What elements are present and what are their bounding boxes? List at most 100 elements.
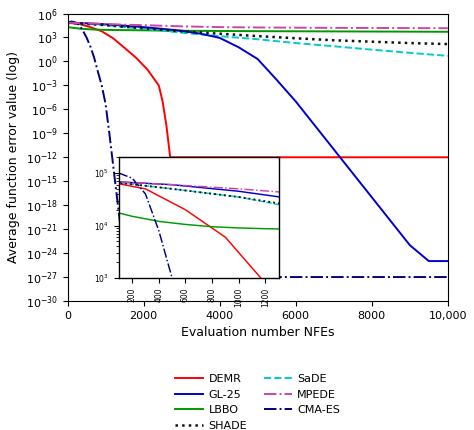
SHADE: [217, 31, 222, 36]
SHADE: [331, 38, 337, 43]
X-axis label: Evaluation number NFEs: Evaluation number NFEs: [181, 326, 335, 339]
DEMR: [369, 155, 374, 160]
SaDE: [407, 50, 413, 55]
LBBO: [64, 25, 70, 30]
DEMR: [160, 99, 165, 104]
SaDE: [255, 37, 261, 42]
DEMR: [110, 36, 116, 41]
MPEDE: [122, 22, 128, 27]
Line: SaDE: SaDE: [67, 23, 448, 56]
GL-25: [407, 243, 413, 248]
DEMR: [167, 155, 173, 160]
GL-25: [179, 28, 184, 34]
LBBO: [255, 28, 261, 34]
MPEDE: [255, 25, 261, 30]
CMA-ES: [107, 131, 112, 136]
Line: CMA-ES: CMA-ES: [67, 22, 448, 277]
LBBO: [80, 26, 86, 31]
GL-25: [217, 35, 222, 40]
MPEDE: [141, 23, 146, 28]
GL-25: [255, 56, 261, 61]
MPEDE: [331, 25, 337, 31]
CMA-ES: [91, 55, 97, 60]
SaDE: [84, 22, 90, 27]
LBBO: [445, 29, 451, 34]
MPEDE: [217, 25, 222, 30]
DEMR: [76, 22, 82, 27]
SaDE: [293, 40, 299, 46]
SaDE: [217, 34, 222, 39]
DEMR: [179, 155, 184, 160]
GL-25: [160, 26, 165, 31]
LBBO: [133, 28, 139, 33]
CMA-ES: [445, 274, 451, 280]
DEMR: [133, 55, 139, 60]
DEMR: [407, 155, 413, 160]
LBBO: [141, 28, 146, 33]
Line: LBBO: LBBO: [67, 27, 448, 32]
CMA-ES: [68, 19, 74, 24]
DEMR: [156, 83, 162, 88]
GL-25: [122, 23, 128, 28]
SHADE: [122, 24, 128, 29]
CMA-ES: [72, 20, 78, 25]
SHADE: [445, 42, 451, 47]
LBBO: [369, 29, 374, 34]
MPEDE: [407, 25, 413, 31]
MPEDE: [369, 25, 374, 31]
LBBO: [118, 28, 124, 33]
LBBO: [217, 28, 222, 34]
MPEDE: [179, 24, 184, 29]
CMA-ES: [255, 274, 261, 280]
LBBO: [293, 29, 299, 34]
DEMR: [255, 155, 261, 160]
LBBO: [88, 27, 93, 32]
GL-25: [445, 258, 451, 264]
CMA-ES: [103, 101, 109, 106]
GL-25: [426, 258, 432, 264]
DEMR: [164, 123, 169, 128]
GL-25: [64, 20, 70, 25]
Line: MPEDE: MPEDE: [67, 23, 448, 28]
GL-25: [388, 218, 393, 224]
SHADE: [369, 39, 374, 44]
SaDE: [141, 26, 146, 31]
CMA-ES: [179, 274, 184, 280]
CMA-ES: [76, 22, 82, 27]
CMA-ES: [293, 274, 299, 280]
CMA-ES: [122, 258, 128, 264]
CMA-ES: [160, 274, 165, 280]
LBBO: [407, 29, 413, 34]
CMA-ES: [129, 274, 135, 280]
CMA-ES: [126, 274, 131, 280]
CMA-ES: [95, 69, 101, 74]
Line: DEMR: DEMR: [67, 23, 448, 157]
SaDE: [179, 30, 184, 35]
DEMR: [331, 155, 337, 160]
SaDE: [331, 44, 337, 49]
SHADE: [293, 36, 299, 41]
DEMR: [122, 45, 128, 50]
CMA-ES: [407, 274, 413, 280]
SHADE: [407, 40, 413, 46]
MPEDE: [445, 26, 451, 31]
CMA-ES: [331, 274, 337, 280]
CMA-ES: [84, 35, 90, 40]
CMA-ES: [88, 44, 93, 49]
SaDE: [445, 53, 451, 58]
LBBO: [110, 28, 116, 33]
CMA-ES: [217, 274, 222, 280]
DEMR: [171, 155, 177, 160]
Line: GL-25: GL-25: [67, 23, 448, 261]
CMA-ES: [312, 274, 318, 280]
GL-25: [369, 195, 374, 200]
GL-25: [350, 171, 356, 176]
DEMR: [64, 20, 70, 25]
CMA-ES: [114, 195, 120, 200]
DEMR: [445, 155, 451, 160]
SHADE: [84, 22, 90, 27]
SHADE: [64, 20, 70, 25]
LBBO: [103, 27, 109, 32]
GL-25: [198, 31, 203, 36]
SHADE: [179, 29, 184, 34]
